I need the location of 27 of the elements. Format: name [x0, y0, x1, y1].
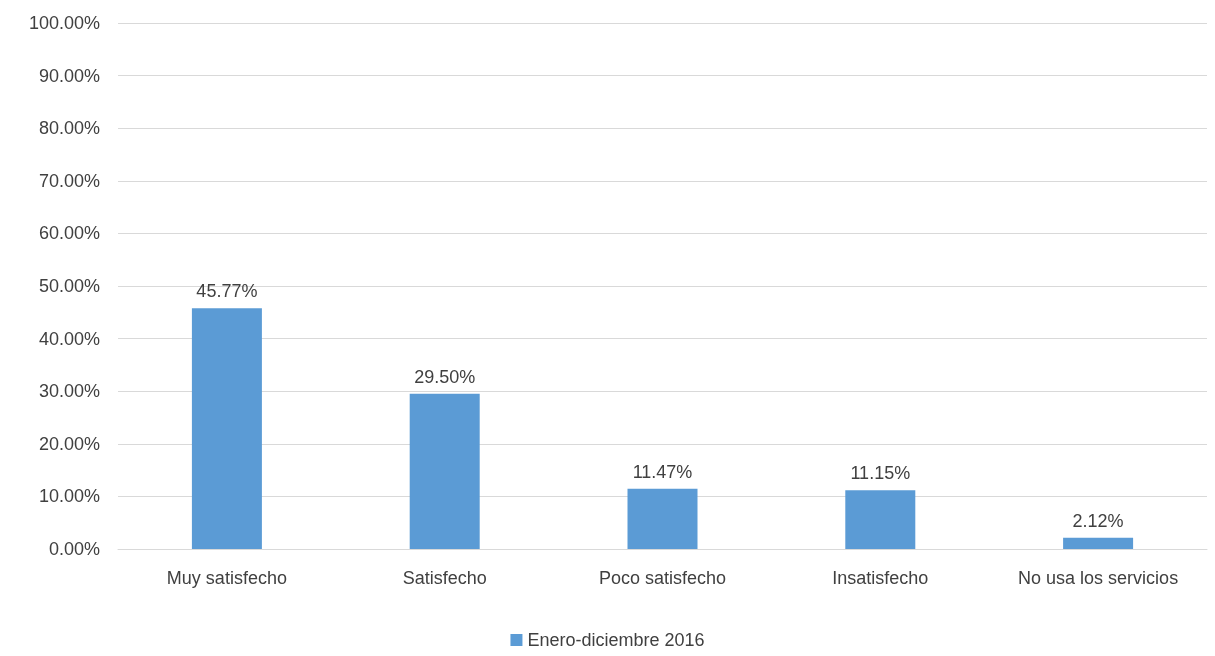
- y-tick-label: 90.00%: [38, 65, 100, 86]
- y-tick-label: 30.00%: [38, 381, 100, 402]
- y-tick-label: 0.00%: [48, 539, 100, 559]
- x-tick-label: Poco satisfecho: [598, 568, 727, 588]
- y-tick-label: 60.00%: [38, 223, 100, 244]
- y-tick-label: 70.00%: [38, 170, 100, 191]
- data-label: 29.50%: [414, 366, 476, 387]
- y-tick-label: 40.00%: [38, 328, 100, 349]
- legend-label: Enero-diciembre 2016: [527, 630, 705, 650]
- bar: [409, 393, 480, 549]
- y-tick-label: 100.00%: [28, 13, 100, 33]
- y-tick-label: 80.00%: [38, 118, 100, 139]
- y-tick-label: 10.00%: [38, 486, 100, 507]
- x-tick-label: Muy satisfecho: [166, 568, 287, 588]
- data-label: 11.15%: [850, 463, 911, 484]
- bar: [627, 488, 698, 549]
- x-tick-label: No usa los servicios: [1018, 568, 1179, 588]
- data-label: 2.12%: [1072, 510, 1124, 531]
- bar: [191, 308, 262, 549]
- y-tick-label: 20.00%: [38, 433, 100, 454]
- y-tick-label: 50.00%: [38, 276, 100, 296]
- bar: [845, 490, 916, 549]
- data-label: 11.47%: [632, 461, 693, 482]
- data-label: 45.77%: [196, 281, 258, 302]
- x-tick-label: Satisfecho: [402, 568, 487, 588]
- bar: [1063, 537, 1134, 549]
- x-tick-label: Insatisfecho: [832, 568, 929, 588]
